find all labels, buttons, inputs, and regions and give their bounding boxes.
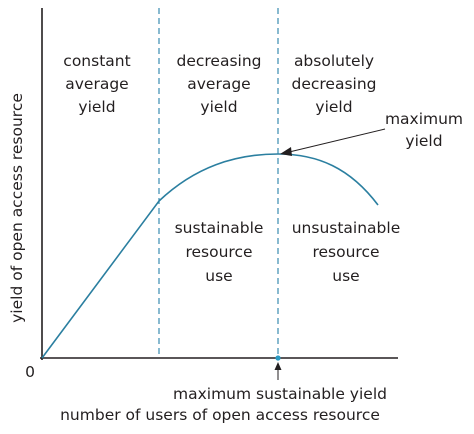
yield-curve — [41, 153, 379, 359]
unsustainable-line-2: resource — [312, 243, 379, 261]
region-decreasing-line-2: average — [187, 75, 250, 93]
region-constant-line-1: constant — [63, 52, 130, 70]
maximum-yield-line-2: yield — [405, 132, 442, 150]
msy-label: maximum sustainable yield — [173, 385, 387, 403]
region-absolutely-line-3: yield — [315, 98, 352, 116]
origin-label: 0 — [25, 363, 35, 381]
region-absolutely-line-2: decreasing — [291, 75, 376, 93]
region-absolutely-line-1: absolutely — [294, 52, 374, 70]
unsustainable-line-3: use — [332, 267, 359, 285]
max-yield-arrow — [284, 128, 386, 154]
unsustainable-line-1: unsustainable — [292, 219, 401, 237]
maximum-yield-line-1: maximum — [385, 110, 463, 128]
region-constant-line-3: yield — [78, 98, 115, 116]
region-constant-line-2: average — [65, 75, 128, 93]
msy-marker — [275, 355, 281, 361]
y-axis-label: yield of open access resource — [8, 93, 26, 323]
msy-arrowhead — [274, 362, 282, 370]
region-decreasing-line-3: yield — [200, 98, 237, 116]
region-decreasing-line-1: decreasing — [176, 52, 261, 70]
x-axis-label: number of users of open access resource — [60, 406, 380, 424]
sustainable-line-1: sustainable — [175, 219, 264, 237]
sustainable-line-2: resource — [185, 243, 252, 261]
sustainable-line-3: use — [205, 267, 232, 285]
max-yield-arrowhead — [280, 147, 292, 156]
